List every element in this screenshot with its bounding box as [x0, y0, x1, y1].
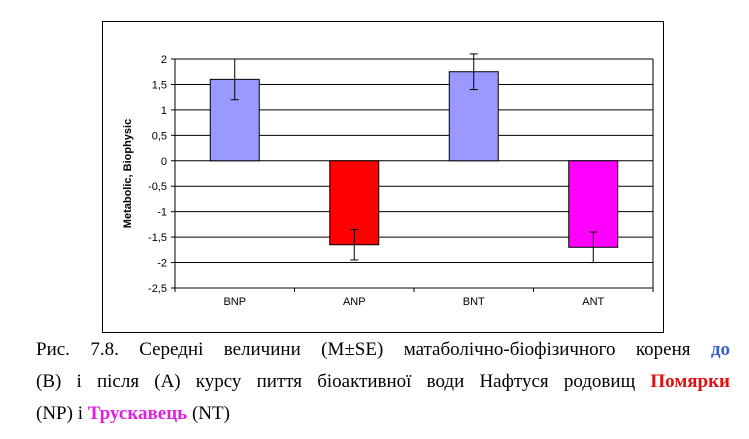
caption-line-1-text: Рис. 7.8. Середні величини (M±SE) матабо…: [36, 339, 691, 360]
caption-highlight-pomiarky: Помярки: [650, 371, 731, 392]
caption-line-2: (B) і після (A) курсу пиття біоактивної …: [36, 366, 730, 398]
y-tick-label: -1,5: [148, 232, 167, 244]
x-tick-label: BNP: [223, 296, 246, 308]
y-tick-label: -0,5: [148, 181, 167, 193]
y-tick-label: 0,5: [152, 130, 167, 142]
y-tick-label: 0: [161, 156, 167, 168]
caption-line-3-suffix: (NT): [191, 403, 230, 424]
y-tick-label: 1: [161, 105, 167, 117]
y-tick-label: -1: [157, 207, 167, 219]
caption-line-1: Рис. 7.8. Середні величини (M±SE) матабо…: [36, 334, 730, 366]
caption-line-3: (NP) і Трускавець (NT): [36, 398, 730, 430]
caption-line-3-prefix: (NP) і: [36, 403, 83, 424]
x-tick-label: BNT: [463, 296, 485, 308]
caption-line-2-text: (B) і після (A) курсу пиття біоактивної …: [36, 371, 636, 392]
y-tick-label: -2,5: [148, 283, 167, 295]
figure-caption: Рис. 7.8. Середні величини (M±SE) матабо…: [36, 334, 730, 430]
x-tick-label: ANP: [343, 296, 366, 308]
y-axis-label: Metabolic, Biophysic: [122, 119, 134, 228]
y-tick-label: -2: [157, 258, 167, 270]
y-tick-label: 2: [161, 54, 167, 66]
bar-chart: 2 1,5 1 0,5 0 -0,5 -1 -1,5 -2 -2,5 BNP ANP BNT ANT Met…: [122, 53, 654, 308]
caption-highlight-truskavets: Трускавець: [87, 403, 188, 424]
caption-highlight-before: до: [710, 339, 731, 360]
x-tick-label: ANT: [582, 296, 604, 308]
chart-frame: 2 1,5 1 0,5 0 -0,5 -1 -1,5 -2 -2,5 BNP ANP BNT ANT Met…: [102, 21, 664, 333]
y-tick-label: 1,5: [152, 79, 167, 91]
